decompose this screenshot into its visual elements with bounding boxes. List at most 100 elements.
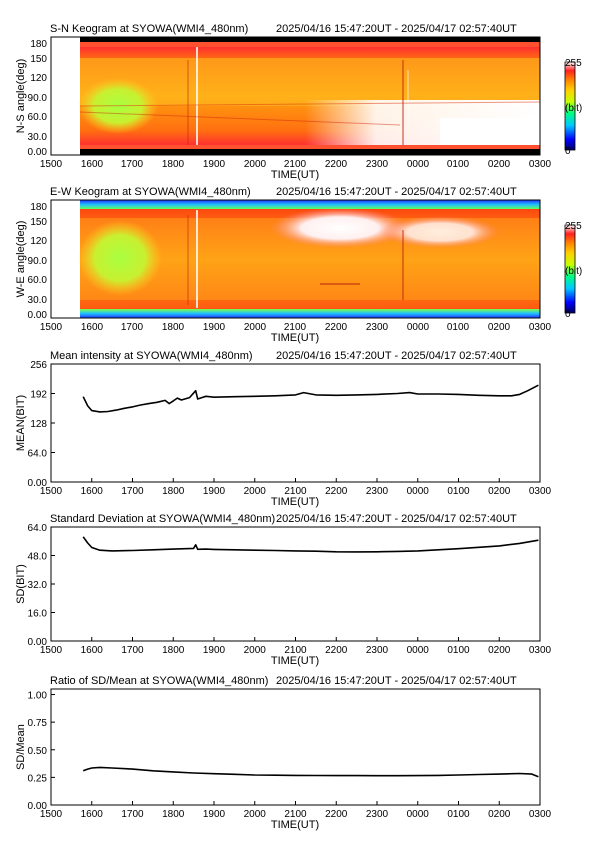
sn-keogram-time-range: 2025/04/16 15:47:20UT - 2025/04/17 02:57… xyxy=(276,23,517,35)
ratio-xtick-8: 2300 xyxy=(366,809,389,820)
sn-keogram-xtick-9: 0000 xyxy=(407,159,430,170)
sn-keogram-ytick-1: 30.0 xyxy=(28,132,48,143)
ratio-frame xyxy=(50,688,541,806)
mean-ytick-0: 0.00 xyxy=(28,478,48,489)
ratio-xtick-5: 2000 xyxy=(244,809,267,820)
mean-xtick-0: 1500 xyxy=(40,486,63,497)
ratio-xtick-9: 0000 xyxy=(407,809,430,820)
ew-keogram-xtick-2: 1700 xyxy=(121,322,144,333)
ratio-xtick-4: 1900 xyxy=(203,809,226,820)
sd-time-range: 2025/04/16 15:47:20UT - 2025/04/17 02:57… xyxy=(276,513,517,525)
mean-xtick-8: 2300 xyxy=(366,486,389,497)
sn-keogram-xtick-0: 1500 xyxy=(40,159,63,170)
ratio-xtick-12: 0300 xyxy=(529,809,552,820)
sn-keogram-ytick-5: 150 xyxy=(30,54,47,65)
mean-xtick-5: 2000 xyxy=(244,486,267,497)
ew-keogram-ytick-6: 180 xyxy=(30,202,47,213)
ratio-xtick-0: 1500 xyxy=(40,809,63,820)
sn-keogram-x-ticks: 1500 1600 1700 1800 1900 2000 2100 2200 … xyxy=(40,159,552,170)
mean-frame xyxy=(50,363,541,483)
sd-ytick-4: 64.0 xyxy=(28,523,48,534)
ratio-xtick-2: 1700 xyxy=(121,809,144,820)
mean-xtick-7: 2200 xyxy=(325,486,348,497)
mean-panel: Mean intensity at SYOWA(WMI4_480nm) 2025/… xyxy=(15,350,552,508)
sn-keogram-xtick-10: 0100 xyxy=(447,159,470,170)
mean-xtick-9: 0000 xyxy=(407,486,430,497)
mean-ytick-2: 128 xyxy=(30,419,47,430)
sn-keogram-ylabel: N-S angle(deg) xyxy=(15,59,27,134)
ratio-time-range: 2025/04/16 15:47:20UT - 2025/04/17 02:57… xyxy=(276,675,517,687)
sn-colorbar-gradient xyxy=(564,61,576,151)
mean-xtick-4: 1900 xyxy=(203,486,226,497)
sd-series-line-0 xyxy=(82,536,539,553)
mean-ylabel: MEAN(BIT) xyxy=(15,395,27,451)
ratio-xtick-6: 2100 xyxy=(284,809,307,820)
ew-keogram-time-range: 2025/04/16 15:47:20UT - 2025/04/17 02:57… xyxy=(276,186,517,198)
ew-keogram-ytick-4: 120 xyxy=(30,236,47,247)
mean-time-range: 2025/04/16 15:47:20UT - 2025/04/17 02:57… xyxy=(276,350,517,362)
ew-keogram-title: E-W Keogram at SYOWA(WMI4_480nm) xyxy=(50,186,251,198)
sd-ylabel: SD(BIT) xyxy=(15,564,27,604)
sd-xtick-6: 2100 xyxy=(284,645,307,656)
ratio-ytick-4: 1.00 xyxy=(28,691,48,702)
sn-keogram-xtick-6: 2100 xyxy=(284,159,307,170)
line-panels: Mean intensity at SYOWA(WMI4_480nm) 2025/… xyxy=(15,350,552,831)
ew-keogram-ytick-5: 150 xyxy=(30,217,47,228)
ratio-ylabel: SD/Mean xyxy=(15,724,27,770)
sn-keogram-panel: S-N Keogram at SYOWA(WMI4_480nm) 2025/04… xyxy=(15,23,582,181)
mean-xtick-3: 1800 xyxy=(162,486,185,497)
sn-keogram-xtick-8: 2300 xyxy=(366,159,389,170)
ew-keogram-colorbar: 255 (bit) 0 xyxy=(564,221,582,320)
sn-keogram-image xyxy=(51,37,541,155)
sn-keogram-xtick-3: 1800 xyxy=(162,159,185,170)
mean-xtick-2: 1700 xyxy=(121,486,144,497)
ew-colorbar-unit: (bit) xyxy=(565,266,582,277)
ew-keogram-xtick-8: 2300 xyxy=(366,322,389,333)
mean-ytick-1: 64.0 xyxy=(28,449,48,460)
ew-keogram-ytick-1: 30.0 xyxy=(28,295,48,306)
ew-keogram-xtick-5: 2000 xyxy=(244,322,267,333)
mean-xtick-10: 0100 xyxy=(447,486,470,497)
sd-frame xyxy=(50,526,541,642)
ew-keogram-xtick-3: 1800 xyxy=(162,322,185,333)
sd-xtick-9: 0000 xyxy=(407,645,430,656)
sd-xtick-10: 0100 xyxy=(447,645,470,656)
ew-keogram-ytick-0: 0.00 xyxy=(28,310,48,321)
sn-keogram-ytick-4: 120 xyxy=(30,73,47,84)
sn-keogram-xtick-11: 0200 xyxy=(488,159,511,170)
ew-colorbar-gradient xyxy=(564,224,576,314)
sd-xtick-7: 2200 xyxy=(325,645,348,656)
sn-keogram-xtick-7: 2200 xyxy=(325,159,348,170)
ratio-xtick-3: 1800 xyxy=(162,809,185,820)
ew-keogram-xtick-6: 2100 xyxy=(284,322,307,333)
ratio-xlabel: TIME(UT) xyxy=(271,819,319,831)
ratio-ytick-2: 0.50 xyxy=(28,746,48,757)
mean-ytick-4: 256 xyxy=(30,360,47,371)
ew-keogram-xtick-7: 2200 xyxy=(325,322,348,333)
ew-keogram-xlabel: TIME(UT) xyxy=(271,332,319,344)
sd-xtick-12: 0300 xyxy=(529,645,552,656)
ratio-ytick-0: 0.00 xyxy=(28,801,48,812)
sd-xlabel: TIME(UT) xyxy=(271,655,319,667)
ew-keogram-panel: E-W Keogram at SYOWA(WMI4_480nm) 2025/04… xyxy=(15,186,582,344)
ratio-xtick-7: 2200 xyxy=(325,809,348,820)
sn-keogram-ytick-3: 90.0 xyxy=(28,93,48,104)
ew-keogram-x-ticks: 1500 1600 1700 1800 1900 2000 2100 2200 … xyxy=(40,322,552,333)
ew-keogram-xtick-4: 1900 xyxy=(203,322,226,333)
sn-keogram-ytick-2: 60.0 xyxy=(28,112,48,123)
mean-ytick-3: 192 xyxy=(30,390,47,401)
sn-keogram-xtick-12: 0300 xyxy=(529,159,552,170)
mean-xtick-11: 0200 xyxy=(488,486,511,497)
sd-xtick-0: 1500 xyxy=(40,645,63,656)
sn-colorbar-max: 255 xyxy=(565,58,582,69)
sn-keogram-title: S-N Keogram at SYOWA(WMI4_480nm) xyxy=(50,23,248,35)
ew-keogram-ytick-3: 90.0 xyxy=(28,256,48,267)
ew-keogram-frame xyxy=(50,199,541,319)
mean-title: Mean intensity at SYOWA(WMI4_480nm) xyxy=(50,350,253,362)
sn-keogram-xlabel: TIME(UT) xyxy=(271,169,319,181)
ew-keogram-image xyxy=(51,200,540,318)
ratio-series-line-0 xyxy=(82,766,539,778)
ratio-xtick-11: 0200 xyxy=(488,809,511,820)
ratio-xtick-1: 1600 xyxy=(81,809,104,820)
